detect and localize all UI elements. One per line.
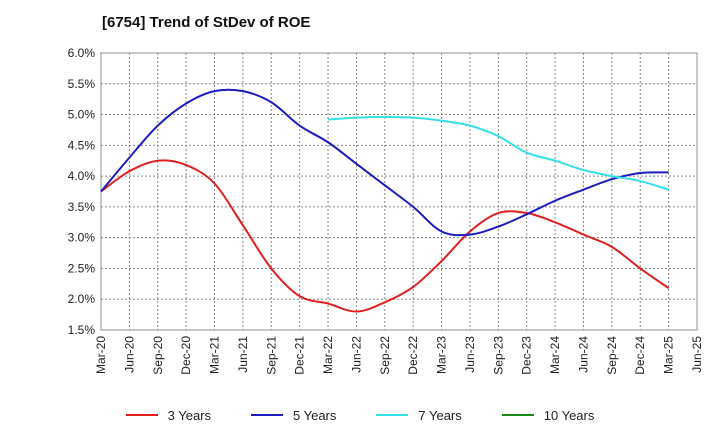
chart-title: [6754] Trend of StDev of ROE	[102, 14, 311, 31]
grid-lines	[100, 52, 698, 331]
y-tick-label: 2.0%	[68, 292, 96, 306]
x-axis: Mar-20 Jun-20 Sep-20 Dec-20 Mar-21 Jun-21 Sep-…	[94, 336, 704, 375]
x-tick-label: Mar-22	[321, 336, 335, 374]
legend-item-3-years: 3 Years	[125, 404, 211, 426]
legend-item-10-years: 10 Years	[501, 404, 595, 426]
y-tick-label: 6.0%	[68, 46, 96, 60]
x-tick-label: Sep-22	[378, 336, 392, 375]
y-tick-label: 1.5%	[68, 323, 96, 337]
plot-area	[100, 52, 698, 331]
x-tick-label: Mar-25	[662, 336, 676, 374]
legend: 3 Years 5 Years 7 Years 10 Years	[0, 404, 720, 426]
legend-item-5-years: 5 Years	[251, 404, 336, 426]
x-tick-label: Jun-22	[349, 336, 363, 373]
x-tick-label: Sep-20	[151, 336, 165, 375]
legend-swatch	[251, 414, 283, 416]
legend-item-7-years: 7 Years	[376, 404, 462, 426]
x-tick-label: Jun-23	[463, 336, 477, 373]
x-tick-label: Jun-21	[236, 336, 250, 373]
series-lines	[100, 88, 670, 313]
series-line-5-years	[100, 88, 669, 237]
x-tick-label: Dec-20	[179, 336, 193, 375]
legend-label: 5 Years	[293, 407, 337, 423]
legend-label: 7 Years	[418, 407, 462, 423]
y-tick-label: 4.0%	[68, 169, 96, 183]
y-tick-label: 3.0%	[68, 231, 96, 245]
x-tick-label: Dec-22	[406, 336, 420, 375]
x-tick-label: Jun-24	[576, 336, 590, 373]
y-tick-label: 2.5%	[68, 261, 96, 275]
x-tick-label: Mar-21	[208, 336, 222, 374]
y-tick-label: 5.5%	[68, 77, 96, 91]
legend-swatch	[501, 414, 534, 416]
x-tick-label: Jun-25	[690, 336, 704, 373]
legend-label: 10 Years	[543, 407, 595, 423]
y-tick-label: 4.5%	[68, 138, 96, 152]
x-tick-label: Mar-23	[435, 336, 449, 374]
series-line-3-years	[100, 159, 670, 313]
x-tick-label: Sep-24	[605, 336, 619, 375]
x-tick-label: Sep-21	[264, 336, 278, 375]
legend-swatch	[376, 414, 409, 416]
y-axis: 6.0% 5.5% 5.0% 4.5% 4.0% 3.5% 3.0% 2.5% 2.0% 1.5%	[68, 46, 96, 337]
y-tick-label: 5.0%	[68, 108, 96, 122]
legend-label: 3 Years	[167, 407, 211, 423]
x-tick-label: Dec-21	[293, 336, 307, 375]
x-tick-label: Sep-23	[491, 336, 505, 375]
x-tick-label: Dec-24	[633, 336, 647, 375]
x-tick-label: Mar-20	[94, 336, 108, 374]
x-tick-label: Jun-20	[122, 336, 136, 373]
x-tick-label: Mar-24	[548, 336, 562, 374]
series-line-7-years	[327, 116, 669, 191]
x-tick-label: Dec-23	[520, 336, 534, 375]
y-tick-label: 3.5%	[68, 200, 96, 214]
legend-swatch	[125, 414, 158, 416]
